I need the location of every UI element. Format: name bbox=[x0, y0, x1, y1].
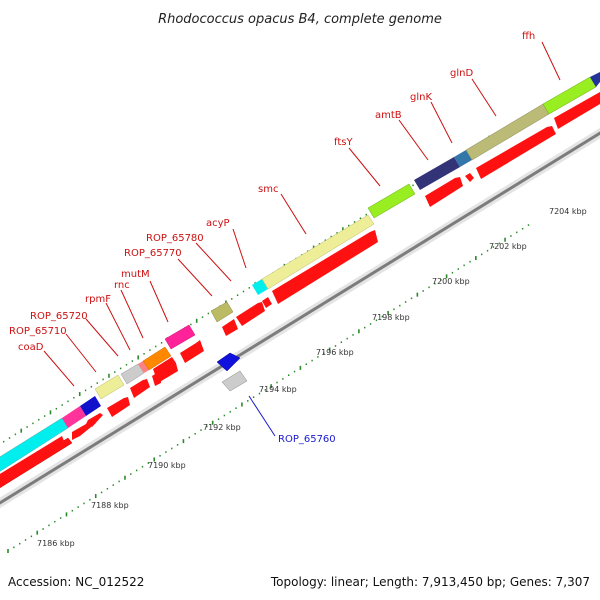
cds-arrow bbox=[88, 413, 103, 427]
gene-box bbox=[414, 157, 460, 190]
gene-label-coaD: coaD bbox=[18, 342, 44, 353]
gene-label-glnD: glnD bbox=[450, 68, 473, 79]
tick-label-7198: 7198 kbp bbox=[372, 313, 410, 322]
gene-box bbox=[94, 374, 125, 400]
gene-box bbox=[252, 279, 268, 295]
tick-labels: 7186 kbp 7188 kbp 7190 kbp 7192 kbp 7194… bbox=[37, 207, 587, 548]
gene-box bbox=[454, 150, 472, 167]
gene-box bbox=[62, 406, 86, 428]
gene-label-ROP_65780: ROP_65780 bbox=[146, 233, 204, 244]
gene-label-rpmF: rpmF bbox=[85, 294, 111, 305]
gene-label-glnK: glnK bbox=[410, 92, 432, 103]
tick-label-7188: 7188 kbp bbox=[91, 501, 129, 510]
highlight-leader bbox=[248, 395, 276, 437]
gene-labels: coaD ROP_65710 ROP_65720 rpmF rnc mutM R… bbox=[9, 31, 535, 353]
cds-arrow bbox=[272, 230, 378, 304]
cds-arrow bbox=[262, 297, 272, 308]
cds-arrow bbox=[153, 357, 178, 383]
gene-box bbox=[142, 346, 172, 371]
tick-label-7194: 7194 kbp bbox=[259, 385, 297, 394]
gene-label-ftsY: ftsY bbox=[334, 137, 353, 148]
tick-label-7190: 7190 kbp bbox=[148, 461, 186, 470]
gene-label-amtB: amtB bbox=[375, 110, 402, 121]
cds-arrow bbox=[222, 319, 238, 336]
gene-box bbox=[210, 301, 234, 323]
gene-label-ROP_65770: ROP_65770 bbox=[124, 248, 182, 259]
gene-label-ROP_65760: ROP_65760 bbox=[278, 434, 336, 445]
gene-box bbox=[138, 361, 149, 373]
gene-label-ROP_65710: ROP_65710 bbox=[9, 326, 67, 337]
gene-box bbox=[164, 324, 196, 350]
cds-arrow bbox=[465, 173, 474, 182]
gene-label-smc: smc bbox=[258, 184, 278, 195]
gene-boxes bbox=[0, 72, 600, 472]
gene-box bbox=[80, 396, 101, 416]
gene-label-mutM: mutM bbox=[121, 269, 150, 280]
cds-arrow bbox=[180, 340, 204, 363]
tick-label-7200: 7200 kbp bbox=[432, 277, 470, 286]
cds-arrow bbox=[236, 302, 265, 326]
genome-backbone bbox=[0, 127, 600, 509]
gene-box bbox=[367, 183, 416, 219]
cds-arrows bbox=[0, 92, 600, 489]
tick-label-7204: 7204 kbp bbox=[549, 207, 587, 216]
tick-row-bottom bbox=[7, 224, 530, 553]
accession-text: Accession: NC_012522 bbox=[8, 575, 144, 589]
cds-arrow bbox=[130, 379, 150, 398]
topology-text: Topology: linear; Length: 7,913,450 bp; … bbox=[270, 575, 590, 589]
tick-label-7202: 7202 kbp bbox=[489, 242, 527, 251]
gene-box bbox=[590, 72, 600, 87]
gene-box bbox=[216, 352, 241, 372]
gene-label-rnc: rnc bbox=[114, 280, 130, 291]
cds-arrow bbox=[72, 420, 96, 440]
gene-box bbox=[221, 370, 248, 392]
gene-box bbox=[261, 214, 375, 290]
cds-arrow bbox=[554, 92, 600, 129]
reverse-genes bbox=[216, 352, 248, 392]
map-title: Rhodococcus opacus B4, complete genome bbox=[158, 12, 442, 27]
tick-label-7192: 7192 kbp bbox=[203, 423, 241, 432]
label-leaders bbox=[43, 41, 561, 387]
tick-label-7196: 7196 kbp bbox=[316, 348, 354, 357]
cds-arrow bbox=[0, 436, 64, 480]
cds-arrow bbox=[107, 397, 130, 417]
gene-label-ffh: ffh bbox=[522, 31, 535, 42]
tick-label-7186: 7186 kbp bbox=[37, 539, 75, 548]
cds-arrow bbox=[476, 126, 556, 179]
gene-label-ROP_65720: ROP_65720 bbox=[30, 311, 88, 322]
cds-arrow bbox=[425, 177, 463, 207]
gene-label-acyP: acyP bbox=[206, 218, 230, 229]
